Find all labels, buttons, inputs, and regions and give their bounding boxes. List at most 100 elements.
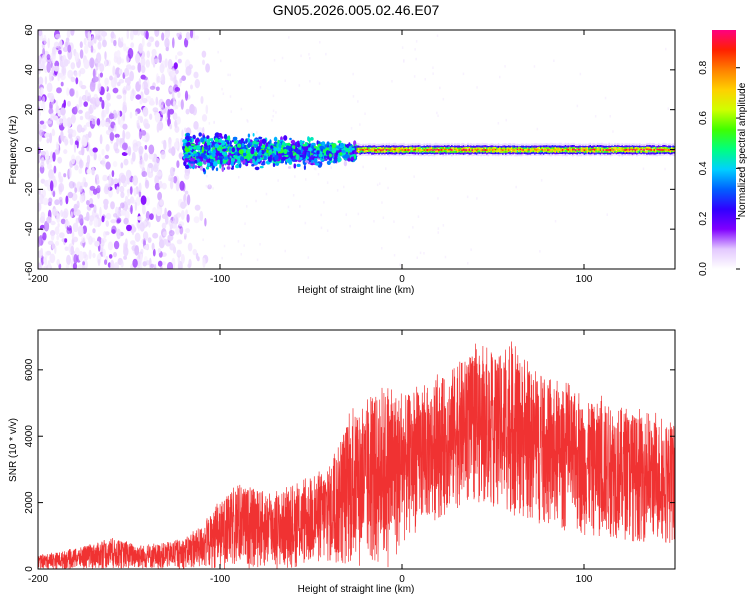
spectrogram-cell [221, 151, 226, 156]
spectrogram-cell [132, 175, 139, 186]
spectrogram-cell [277, 139, 280, 144]
spectrogram-cell [186, 194, 191, 206]
spectrogram-cell [200, 96, 204, 104]
spectrogram-cell [487, 154, 490, 157]
spectrogram-cell [208, 122, 211, 125]
spectrogram-cell [108, 113, 115, 120]
spectrogram-cell [112, 87, 119, 94]
spectrogram-cell [551, 142, 554, 146]
spectrogram-cell [417, 147, 420, 150]
spectrogram-cell [499, 150, 501, 153]
spectrogram-cell [445, 150, 447, 153]
spectrogram-cell [440, 152, 443, 155]
spectrogram-cell [400, 145, 402, 148]
spectrogram-cell [437, 227, 440, 230]
spectrogram-cell [145, 30, 149, 40]
spectrogram-cell [121, 58, 124, 64]
spectrogram-cell [489, 146, 491, 149]
spectrogram-cell [519, 148, 522, 151]
spectrogram-cell [419, 150, 421, 153]
spectrogram-cell [79, 193, 85, 204]
spectrogram-cell [513, 148, 516, 152]
spectrogram-cell [138, 78, 141, 85]
spectrogram-x-tick-label: 100 [576, 274, 593, 285]
spectrogram-cell [356, 150, 359, 153]
spectrogram-cell [385, 148, 388, 151]
spectrogram-cell [176, 239, 183, 245]
spectrogram-cell [369, 148, 372, 152]
spectrogram-cell [542, 143, 545, 146]
spectrogram-cell [391, 152, 393, 155]
spectrogram-cell [180, 99, 184, 110]
spectrogram-cell [42, 197, 49, 206]
spectrogram-cell [668, 145, 670, 148]
spectrogram-cell [350, 127, 353, 130]
spectrogram-cell [397, 150, 399, 153]
spectrogram-cell [38, 154, 41, 161]
spectrogram-cell [243, 244, 245, 247]
spectrogram-cell [483, 147, 485, 150]
spectrogram-cell [414, 143, 417, 146]
spectrogram-cell [176, 212, 182, 218]
spectrogram-cell [588, 143, 590, 146]
spectrogram-cell [154, 30, 160, 37]
spectrogram-cell [181, 129, 184, 138]
spectrogram-cell [96, 178, 100, 185]
spectrogram-cell [518, 152, 520, 155]
spectrogram-cell [521, 148, 523, 151]
spectrogram-cell [550, 154, 552, 157]
spectrogram-cell [362, 143, 364, 146]
spectrogram-cell [89, 114, 95, 122]
spectrogram-cell [633, 150, 635, 153]
spectrogram-cell [192, 30, 196, 41]
spectrogram-cell [544, 143, 546, 146]
spectrogram-cell [176, 32, 180, 37]
spectrogram-cell [494, 143, 497, 146]
spectrogram-cell [537, 143, 539, 146]
spectrogram-cell [93, 204, 97, 213]
spectrogram-cell [481, 142, 484, 145]
spectrogram-cell [503, 153, 506, 156]
spectrogram-cell [497, 143, 500, 146]
spectrogram-cell [666, 148, 669, 151]
spectrogram-cell [195, 138, 200, 142]
spectrogram-cell [422, 147, 424, 150]
spectrogram-cell [220, 59, 222, 63]
spectrogram-cell [134, 245, 140, 256]
spectrogram-cell [502, 148, 504, 152]
spectrogram-cell [104, 83, 108, 92]
spectrogram-cell [46, 120, 52, 125]
spectrogram-cell [537, 147, 539, 150]
spectrogram-cell [665, 143, 667, 146]
spectrogram-cell [318, 141, 321, 145]
spectrogram-cell [173, 176, 178, 184]
spectrogram-cell [390, 143, 392, 146]
spectrogram-cell [459, 143, 462, 146]
spectrogram-cell [41, 87, 44, 94]
spectrogram-cell [439, 152, 442, 155]
spectrogram-cell [564, 142, 567, 145]
spectrogram-cell [365, 153, 367, 156]
spectrogram-cell [90, 97, 97, 105]
spectrogram-cell [432, 72, 434, 75]
spectrogram-cell [419, 146, 421, 149]
spectrogram-cell [422, 152, 424, 155]
spectrogram-cell [412, 226, 414, 229]
spectrogram-cell [140, 56, 146, 68]
spectrogram-cell [259, 243, 261, 246]
spectrogram-cell [138, 182, 142, 193]
spectrogram-cell [414, 145, 417, 148]
spectrogram-cell [446, 143, 449, 146]
spectrogram-cell [174, 125, 180, 133]
spectrogram-cell [120, 191, 125, 198]
spectrogram-cell [379, 147, 382, 150]
spectrogram-cell [572, 152, 574, 155]
spectrogram-cell [57, 156, 63, 164]
spectrogram-cell [397, 154, 399, 157]
spectrogram-cell [219, 148, 222, 153]
spectrogram-cell [88, 249, 92, 260]
spectrogram-cell [271, 119, 273, 122]
spectrogram-cell [345, 213, 347, 216]
spectrogram-cell [556, 148, 558, 151]
spectrogram-cell [401, 143, 404, 146]
